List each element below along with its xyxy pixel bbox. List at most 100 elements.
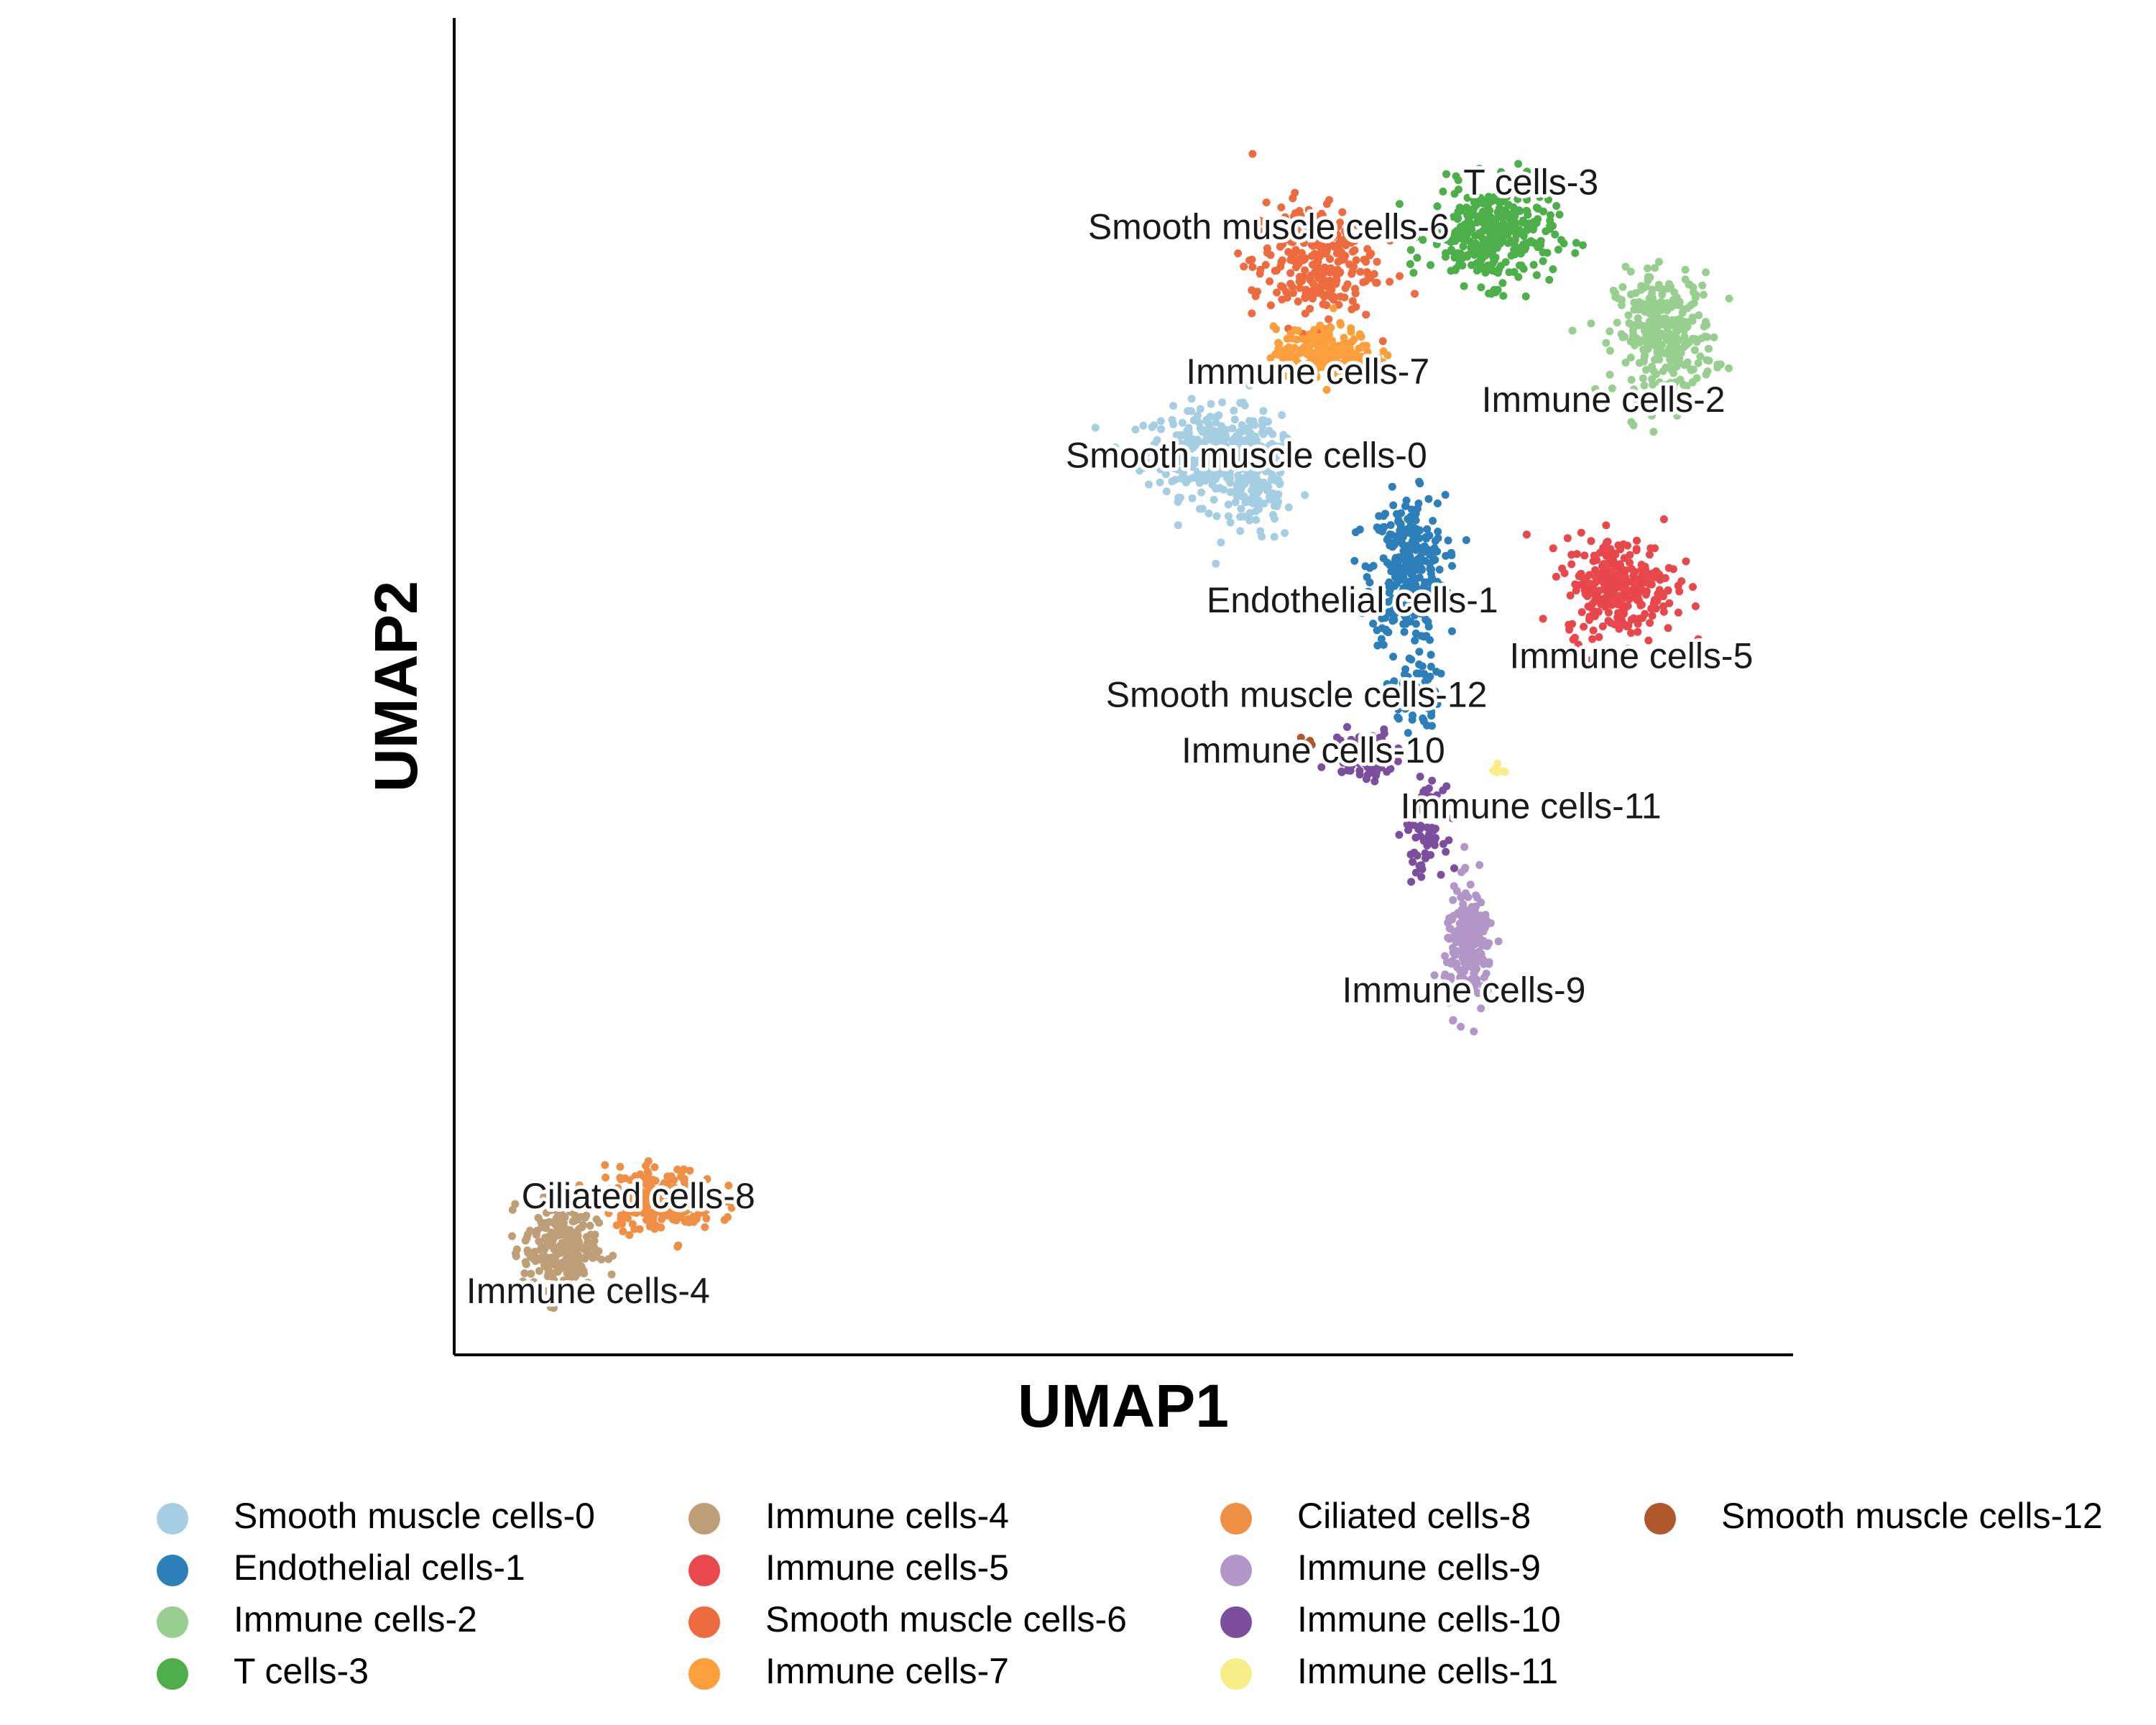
- data-point: [1611, 293, 1620, 301]
- data-point: [532, 1230, 540, 1239]
- data-point: [1642, 366, 1650, 374]
- data-point: [1475, 861, 1484, 869]
- legend-item: Immune cells-2: [157, 1599, 477, 1639]
- data-point: [1378, 527, 1386, 535]
- data-point: [1699, 290, 1708, 299]
- data-point: [1240, 512, 1248, 521]
- data-point: [1388, 753, 1396, 762]
- data-point: [1258, 227, 1267, 236]
- data-point: [541, 1219, 550, 1228]
- data-point: [643, 1167, 652, 1176]
- data-point: [1639, 374, 1647, 382]
- data-point: [1141, 456, 1150, 465]
- data-point: [1405, 563, 1414, 571]
- data-point: [1449, 1016, 1457, 1025]
- data-point: [1655, 378, 1664, 387]
- data-point: [1480, 236, 1489, 244]
- data-point: [574, 1199, 583, 1208]
- data-point: [1474, 242, 1482, 250]
- data-point: [1156, 478, 1164, 487]
- data-point: [1430, 218, 1438, 227]
- data-point: [1406, 681, 1414, 689]
- data-point: [1485, 249, 1494, 257]
- data-point: [684, 1183, 693, 1192]
- data-point: [1414, 801, 1423, 809]
- data-point: [1442, 847, 1450, 856]
- data-point: [1322, 385, 1331, 394]
- data-point: [1409, 269, 1418, 277]
- legend: Smooth muscle cells-0 Endothelial cells-1…: [157, 1496, 2103, 1691]
- data-point: [1307, 341, 1315, 349]
- data-point: [508, 1232, 516, 1241]
- data-point: [1430, 971, 1439, 980]
- data-point: [1386, 521, 1395, 529]
- data-point: [1567, 560, 1576, 569]
- data-point: [1447, 551, 1456, 559]
- data-point: [1673, 327, 1682, 335]
- data-point: [652, 1221, 660, 1230]
- data-point: [1408, 537, 1416, 546]
- data-point: [1511, 218, 1520, 227]
- data-point: [1324, 243, 1332, 252]
- data-point: [1448, 814, 1457, 822]
- data-point: [1266, 251, 1275, 259]
- data-point: [1432, 834, 1439, 842]
- data-point: [1443, 588, 1452, 597]
- data-point: [1539, 207, 1547, 216]
- data-point: [1442, 170, 1450, 178]
- data-point: [1228, 424, 1237, 433]
- data-point: [1383, 680, 1391, 689]
- data-point: [1514, 160, 1523, 168]
- data-point: [556, 1218, 564, 1227]
- data-point: [1338, 249, 1346, 257]
- data-point: [644, 1157, 653, 1165]
- data-point: [1404, 826, 1412, 834]
- data-point: [1325, 315, 1333, 323]
- data-point: [631, 1172, 640, 1180]
- data-point: [1558, 564, 1567, 573]
- data-point: [1204, 509, 1213, 518]
- legend-label: Smooth muscle cells-0: [234, 1496, 595, 1536]
- data-point: [640, 1174, 648, 1182]
- data-point: [1588, 635, 1597, 643]
- data-point: [567, 1263, 576, 1271]
- data-point: [1626, 551, 1634, 559]
- data-point: [628, 1187, 637, 1195]
- data-point: [1412, 669, 1421, 678]
- data-point: [1606, 346, 1614, 355]
- data-point: [1491, 288, 1500, 296]
- data-point: [1212, 512, 1221, 520]
- data-point: [1362, 310, 1370, 319]
- data-point: [1605, 578, 1613, 586]
- data-point: [1710, 333, 1718, 341]
- data-point: [1674, 357, 1683, 366]
- data-point: [1281, 529, 1289, 538]
- data-point: [625, 1230, 634, 1239]
- data-point: [1649, 428, 1658, 436]
- data-point: [1414, 500, 1423, 507]
- data-point: [1624, 645, 1633, 653]
- data-point: [1240, 474, 1248, 482]
- data-point: [1659, 515, 1668, 523]
- data-point: [1621, 262, 1630, 271]
- data-point: [1359, 735, 1368, 743]
- data-point: [1327, 293, 1336, 302]
- data-point: [1674, 608, 1682, 617]
- data-point: [1634, 627, 1642, 636]
- data-point: [570, 1286, 579, 1294]
- data-point: [570, 1210, 579, 1219]
- data-point: [1680, 361, 1689, 369]
- data-point: [1418, 662, 1427, 671]
- data-point: [1694, 359, 1703, 367]
- data-point: [1381, 614, 1390, 622]
- data-point: [1389, 501, 1398, 510]
- data-point: [1480, 973, 1488, 982]
- data-point: [1160, 451, 1169, 459]
- legend-swatch: [1644, 1503, 1676, 1535]
- data-point: [1240, 401, 1249, 410]
- data-point: [1449, 229, 1457, 238]
- data-point: [1373, 600, 1381, 609]
- data-point: [1188, 494, 1197, 502]
- data-point: [1202, 417, 1211, 426]
- data-point: [1395, 697, 1404, 706]
